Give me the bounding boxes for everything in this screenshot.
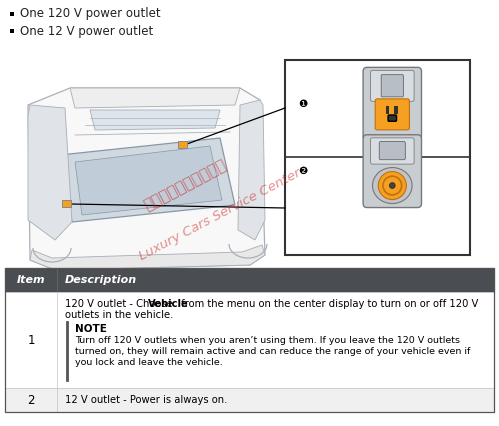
Polygon shape — [238, 100, 265, 240]
Polygon shape — [28, 88, 265, 270]
Polygon shape — [75, 146, 222, 215]
Polygon shape — [30, 245, 265, 270]
FancyBboxPatch shape — [381, 75, 403, 97]
FancyBboxPatch shape — [363, 135, 422, 207]
Text: 1: 1 — [27, 334, 35, 346]
Text: from the menu on the center display to turn on or off 120 V: from the menu on the center display to t… — [178, 299, 478, 309]
Bar — [5, 292, 494, 388]
FancyBboxPatch shape — [370, 70, 414, 101]
Text: Item: Item — [16, 275, 45, 285]
Text: NOTE: NOTE — [75, 324, 107, 334]
Text: One 12 V power outlet: One 12 V power outlet — [20, 25, 153, 37]
FancyBboxPatch shape — [379, 141, 405, 160]
Text: 120 V outlet - Choose: 120 V outlet - Choose — [65, 299, 176, 309]
Text: 寶馬名車國際服務中心: 寶馬名車國際服務中心 — [141, 157, 229, 213]
Bar — [285, 60, 470, 255]
Bar — [178, 141, 187, 148]
Text: you lock and leave the vehicle.: you lock and leave the vehicle. — [75, 358, 223, 367]
FancyBboxPatch shape — [388, 115, 397, 121]
Text: Turn off 120 V outlets when you aren’t using them. If you leave the 120 V outlet: Turn off 120 V outlets when you aren’t u… — [75, 336, 460, 345]
Text: One 120 V power outlet: One 120 V power outlet — [20, 8, 161, 20]
Text: 12 V outlet - Power is always on.: 12 V outlet - Power is always on. — [65, 395, 228, 405]
Bar — [5, 388, 494, 412]
Polygon shape — [28, 105, 72, 240]
Text: Luxury Cars Service Center: Luxury Cars Service Center — [137, 167, 303, 263]
Bar — [5, 268, 494, 292]
Text: turned on, they will remain active and can reduce the range of your vehicle even: turned on, they will remain active and c… — [75, 347, 471, 356]
Ellipse shape — [376, 106, 409, 126]
Polygon shape — [70, 88, 240, 108]
FancyBboxPatch shape — [363, 67, 422, 140]
Bar — [62, 200, 71, 207]
Ellipse shape — [372, 167, 412, 204]
FancyBboxPatch shape — [370, 138, 414, 164]
Bar — [395, 106, 398, 114]
Text: ❶: ❶ — [298, 99, 307, 109]
Polygon shape — [90, 110, 220, 130]
Ellipse shape — [389, 183, 395, 188]
Text: Vehicle: Vehicle — [148, 299, 188, 309]
Text: Description: Description — [65, 275, 137, 285]
Text: 2: 2 — [27, 394, 35, 406]
Text: ❷: ❷ — [298, 166, 307, 176]
Text: outlets in the vehicle.: outlets in the vehicle. — [65, 310, 173, 320]
Bar — [386, 106, 389, 114]
Polygon shape — [60, 138, 235, 222]
FancyBboxPatch shape — [375, 99, 409, 130]
Ellipse shape — [378, 172, 406, 200]
Bar — [5, 268, 494, 412]
